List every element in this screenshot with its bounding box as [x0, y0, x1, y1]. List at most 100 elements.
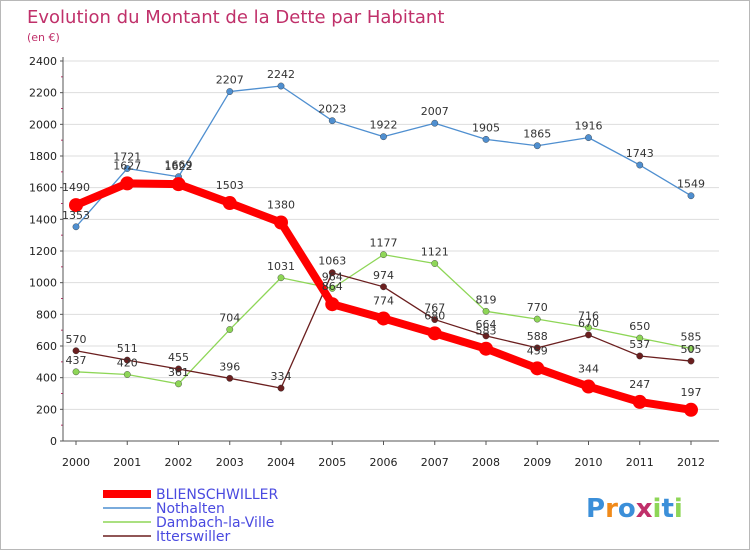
data-point-dambach-la-ville	[277, 274, 285, 282]
data-point-itterswiller	[585, 331, 592, 339]
x-tick-label: 2002	[165, 456, 193, 469]
y-tick-label: 2200	[29, 87, 57, 100]
data-point-dambach-la-ville	[482, 307, 490, 315]
x-tick-label: 2004	[267, 456, 295, 469]
data-point-nothalten	[585, 134, 592, 142]
data-point-blienschwiller	[120, 176, 135, 191]
data-point-itterswiller	[277, 384, 285, 392]
data-label-itterswiller: 570	[66, 333, 87, 346]
series-group	[69, 82, 698, 417]
data-label-dambach-la-ville: 819	[476, 293, 497, 306]
chart-subtitle: (en €)	[27, 31, 60, 44]
y-tick-label: 600	[36, 340, 57, 353]
data-point-itterswiller	[380, 283, 387, 291]
data-label-dambach-la-ville: 420	[117, 357, 138, 370]
x-tick-label: 2003	[216, 456, 244, 469]
x-tick-label: 2006	[370, 456, 398, 469]
legend-label-dambach-la-ville: Dambach-la-Ville	[156, 515, 274, 531]
data-label-itterswiller: 334	[271, 370, 292, 383]
data-label-itterswiller: 511	[117, 342, 138, 355]
data-label-itterswiller: 974	[373, 269, 394, 282]
data-point-blienschwiller	[325, 297, 340, 312]
data-point-nothalten	[482, 135, 490, 143]
data-point-nothalten	[328, 117, 336, 125]
data-label-nothalten: 1743	[626, 147, 654, 160]
data-label-dambach-la-ville: 650	[629, 320, 650, 333]
data-point-dambach-la-ville	[687, 344, 695, 352]
data-label-nothalten: 1669	[165, 159, 193, 172]
y-tick-labels: 0 200 400 600 800 1000 1200 1400 1600 1800 2000 220…	[29, 55, 57, 448]
y-tick-label: 1200	[29, 245, 57, 258]
data-label-nothalten: 2242	[267, 68, 295, 81]
data-label-blienschwiller: 1503	[216, 179, 244, 192]
data-label-blienschwiller: 197	[681, 386, 702, 399]
data-label-blienschwiller: 1627	[113, 159, 141, 172]
data-label-blienschwiller: 864	[322, 280, 343, 293]
data-label-blienschwiller: 1622	[165, 160, 193, 173]
data-point-blienschwiller	[427, 326, 442, 341]
data-point-itterswiller	[123, 356, 131, 364]
y-tick-label: 400	[36, 372, 57, 385]
data-label-nothalten: 1865	[523, 128, 551, 141]
data-point-itterswiller	[687, 357, 695, 365]
data-label-itterswiller: 505	[681, 343, 702, 356]
data-label-nothalten: 2207	[216, 74, 244, 87]
data-label-dambach-la-ville: 585	[681, 330, 702, 343]
proxiti-logo: Proxiti	[586, 494, 683, 524]
data-label-itterswiller: 396	[219, 360, 240, 373]
data-label-blienschwiller: 1380	[267, 199, 295, 212]
data-label-itterswiller: 664	[476, 318, 497, 331]
data-point-blienschwiller	[222, 196, 237, 211]
x-tick-label: 2000	[62, 456, 90, 469]
y-tick-label: 1400	[29, 213, 57, 226]
data-point-dambach-la-ville	[328, 284, 336, 292]
chart-title: Evolution du Montant de la Dette par Hab…	[27, 7, 444, 28]
data-point-blienschwiller	[274, 215, 288, 230]
data-label-blienschwiller: 774	[373, 294, 394, 307]
data-point-blienschwiller	[684, 402, 698, 417]
data-label-dambach-la-ville: 361	[168, 366, 189, 379]
data-point-blienschwiller	[376, 311, 391, 326]
data-point-nothalten	[533, 142, 541, 150]
data-point-dambach-la-ville	[380, 251, 387, 259]
data-label-dambach-la-ville: 964	[322, 270, 343, 283]
x-tick-label: 2010	[575, 456, 603, 469]
data-point-blienschwiller	[632, 394, 647, 409]
data-point-dambach-la-ville	[175, 380, 182, 388]
data-point-itterswiller	[636, 352, 644, 360]
data-label-nothalten: 1916	[575, 120, 603, 133]
data-point-itterswiller	[482, 332, 490, 340]
y-tick-label: 1800	[29, 150, 57, 163]
data-point-blienschwiller	[69, 198, 83, 213]
data-point-blienschwiller	[479, 341, 493, 356]
data-point-itterswiller	[72, 347, 80, 355]
data-label-itterswiller: 767	[424, 302, 445, 315]
data-label-itterswiller: 670	[578, 317, 599, 330]
x-tick-label: 2001	[113, 456, 141, 469]
y-tick-label: 1000	[29, 277, 57, 290]
data-point-nothalten	[687, 192, 695, 200]
data-label-nothalten: 2023	[318, 103, 346, 116]
data-label-dambach-la-ville: 1031	[267, 260, 295, 273]
data-label-dambach-la-ville: 704	[219, 312, 240, 325]
data-label-blienschwiller: 1490	[62, 181, 90, 194]
y-tick-label: 0	[50, 435, 57, 448]
x-tick-label: 2007	[421, 456, 449, 469]
data-point-dambach-la-ville	[72, 368, 80, 376]
data-label-blienschwiller: 680	[424, 309, 445, 322]
data-label-blienschwiller: 459	[527, 344, 548, 357]
x-tick-labels: 2000 2001 2002 2003 2004 2005 2006 2007 2008 2009…	[62, 456, 705, 469]
data-label-dambach-la-ville: 1177	[370, 237, 398, 250]
data-label-dambach-la-ville: 770	[527, 301, 548, 314]
x-tick-label: 2012	[677, 456, 705, 469]
data-point-nothalten	[72, 223, 80, 231]
y-tick-label: 2000	[29, 118, 57, 131]
data-point-blienschwiller	[171, 177, 186, 192]
data-label-nothalten: 1549	[677, 178, 705, 191]
y-tick-label: 2400	[29, 55, 57, 68]
axes	[60, 57, 719, 445]
data-point-nothalten	[380, 133, 387, 141]
data-label-blienschwiller: 583	[476, 325, 497, 338]
